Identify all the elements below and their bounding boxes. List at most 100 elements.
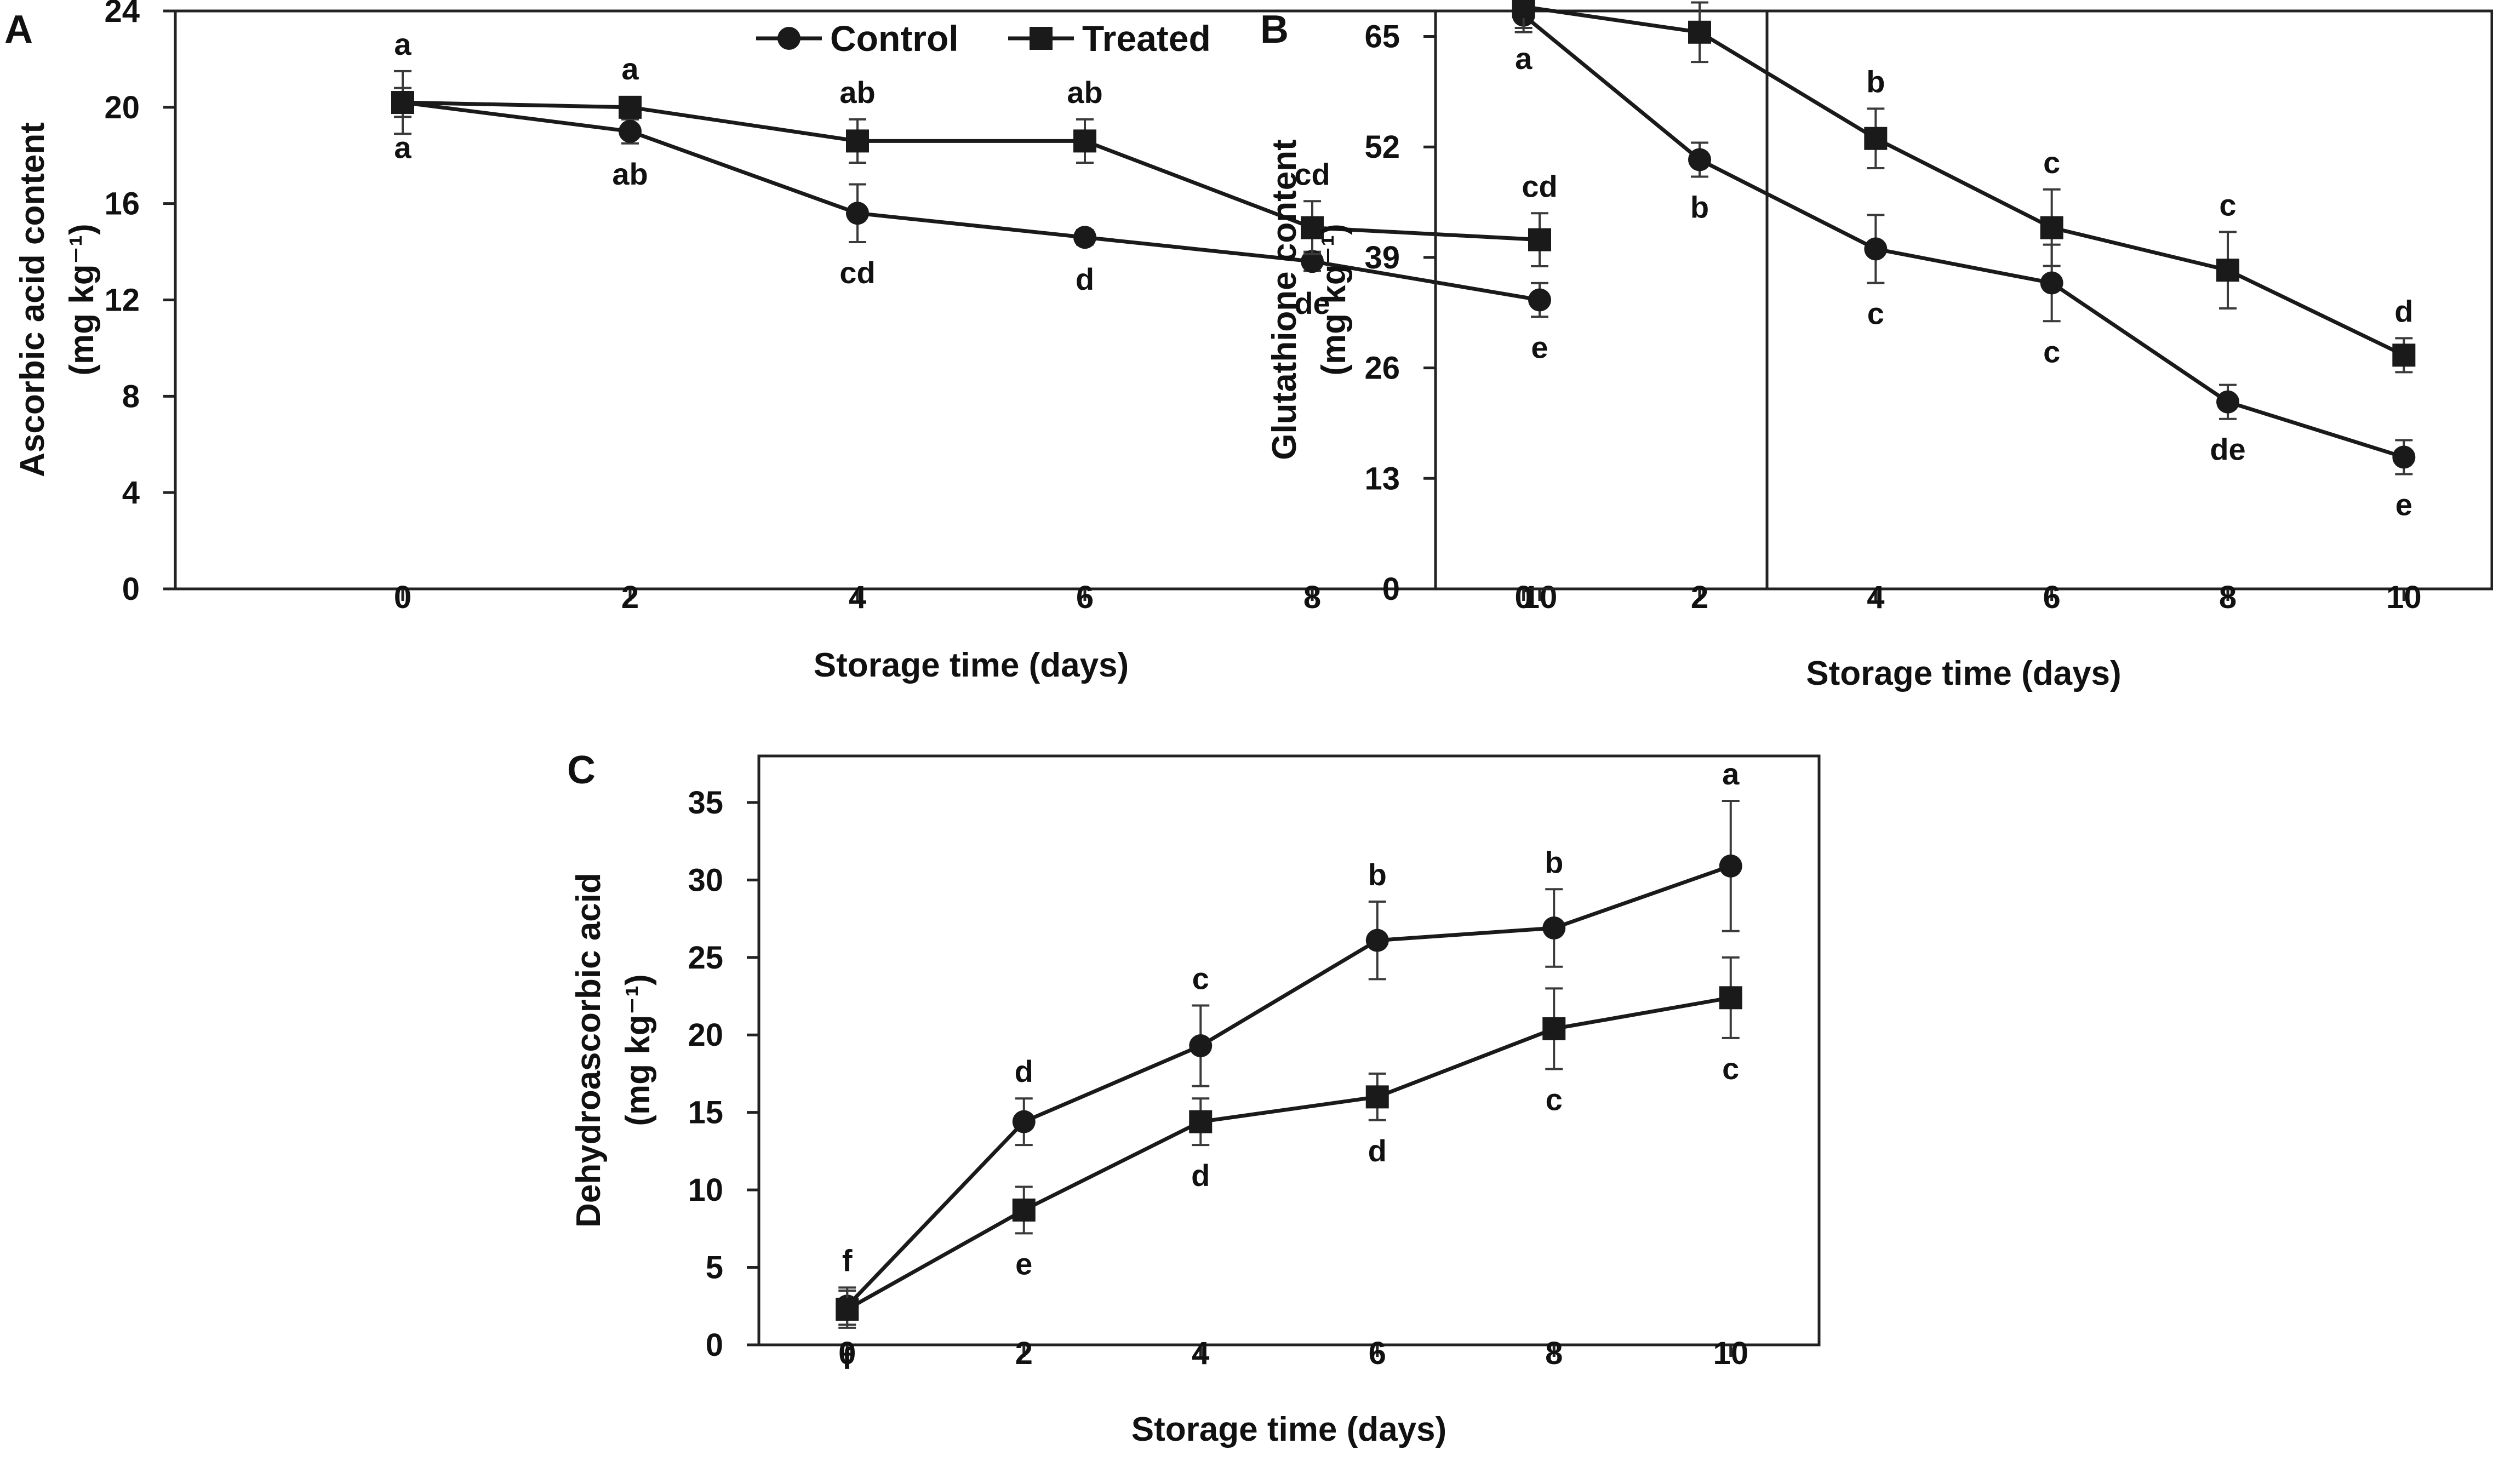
significance-letter: e	[1015, 1246, 1032, 1281]
x-axis-title: Storage time (days)	[1806, 655, 2121, 692]
series-line-control	[402, 100, 1540, 302]
significance-letter: c	[1867, 296, 1884, 330]
significance-letter: c	[2043, 334, 2060, 369]
series-treated: aabccd	[1512, 0, 2416, 374]
significance-letter: d	[1015, 1054, 1033, 1088]
data-point-treated	[1719, 986, 1742, 1010]
data-point-control	[1301, 250, 1324, 273]
series-treated: a a ab ab cd cd	[391, 27, 1558, 267]
significance-letter: e	[1531, 330, 1548, 364]
significance-letter: b	[1545, 845, 1563, 879]
x-tick-label: 2	[621, 580, 639, 615]
x-axis-title: Storage time (days)	[1131, 1411, 1446, 1448]
significance-letter: c	[1546, 1082, 1563, 1116]
significance-letter: cd	[839, 255, 875, 290]
significance-letter: ab	[1067, 75, 1102, 110]
series-treated: f e d d c c	[836, 956, 1742, 1376]
y-axis-unit: (mg kg⁻¹)	[1315, 224, 1353, 375]
significance-letter: c	[1722, 1051, 1739, 1086]
significance-letter: a	[621, 51, 639, 86]
significance-letter: a	[1722, 757, 1740, 791]
significance-letter: c	[2219, 187, 2236, 222]
significance-letter: f	[842, 1341, 853, 1376]
panel-label-a: A	[4, 8, 33, 51]
y-axis-title: Glutathione content	[1266, 139, 1303, 460]
data-point-control	[2392, 445, 2416, 469]
x-axis-title: Storage time (days)	[814, 646, 1129, 684]
significance-letter: cd	[1294, 157, 1330, 191]
data-point-control	[1189, 1034, 1213, 1058]
panel-label-c: C	[567, 748, 596, 792]
y-axis-title: Ascorbic acid content	[14, 122, 52, 477]
data-point-control	[846, 202, 869, 225]
legend-entry-control: Control	[830, 18, 959, 59]
significance-letter: b	[1368, 857, 1387, 892]
y-tick-label: 52	[1364, 129, 1400, 165]
series-line-treated	[402, 100, 1540, 242]
data-point-treated	[1542, 1017, 1566, 1040]
series-line-treated	[1523, 4, 2405, 357]
y-tick-label: 4	[122, 475, 140, 511]
y-tick-label: 16	[104, 186, 140, 222]
x-tick-label: 6	[2043, 580, 2061, 615]
data-point-treated	[836, 1297, 859, 1321]
x-tick-label: 2	[1691, 580, 1708, 615]
data-point-treated	[2392, 343, 2416, 367]
significance-letter: cd	[1522, 169, 1557, 203]
x-tick-label: 6	[1076, 580, 1094, 615]
data-point-control	[2040, 271, 2063, 295]
y-tick-label: 20	[104, 90, 140, 125]
legend-entry-treated: Treated	[1082, 18, 1211, 59]
data-point-control	[619, 119, 642, 143]
significance-letter: c	[2043, 145, 2060, 180]
significance-letter: d	[1191, 1158, 1210, 1193]
y-tick-label: 5	[706, 1250, 723, 1286]
data-point-control	[1542, 916, 1566, 940]
significance-letter: ab	[839, 75, 875, 110]
significance-letter: a	[394, 130, 411, 164]
significance-letter: f	[842, 1243, 853, 1277]
data-point-treated	[1365, 1085, 1389, 1109]
data-point-treated	[619, 95, 642, 119]
y-tick-label: 25	[688, 940, 723, 976]
significance-letter: de	[1294, 286, 1330, 320]
data-point-control	[1073, 226, 1096, 249]
x-tick-label: 2	[1015, 1336, 1033, 1371]
data-point-treated	[1073, 129, 1096, 153]
data-point-control	[1719, 854, 1742, 878]
significance-letter: d	[1368, 1133, 1387, 1168]
significance-letter: e	[2395, 488, 2412, 522]
y-tick-label: 0	[1382, 571, 1400, 607]
significance-letter: b	[1866, 64, 1885, 99]
data-point-treated	[1864, 127, 1888, 150]
x-tick-label: 10	[1522, 580, 1558, 615]
x-tick-label: 4	[849, 580, 866, 615]
y-tick-label: 12	[104, 283, 140, 318]
significance-letter: c	[1192, 961, 1209, 995]
x-tick-label: 0	[394, 580, 411, 615]
y-axis-title: Dehydroascorbic acid	[570, 873, 608, 1228]
data-point-treated	[1688, 20, 1711, 44]
x-tick-label: 8	[2219, 580, 2237, 615]
x-tick-label: 10	[2386, 580, 2422, 615]
x-tick-label: 4	[1867, 580, 1884, 615]
y-tick-label: 8	[122, 379, 140, 414]
y-axis-unit: (mg kg⁻¹)	[619, 974, 657, 1126]
x-tick-label: 0	[1515, 580, 1533, 615]
y-tick-label: 30	[688, 862, 723, 898]
y-tick-label: 0	[122, 571, 140, 607]
x-tick-label: 8	[1303, 580, 1321, 615]
y-axis-unit: (mg kg⁻¹)	[63, 224, 101, 375]
x-tick-label: 6	[1369, 1336, 1386, 1371]
y-tick-label: 10	[688, 1172, 723, 1208]
plot-frame	[757, 754, 1821, 1347]
legend-marker-treated	[1030, 27, 1053, 50]
plot-frame	[1434, 9, 2493, 591]
chart-panel-b: B 0 13 26 39 52 65 0 2 4 6 8 10 Storage time (days) Gl…	[1260, 0, 2493, 692]
y-tick-label: 0	[706, 1327, 723, 1363]
chart-panel-c: C 0 5 10 15 20 25 30 35 0 2 4 6 8 10 Storage time (days…	[567, 748, 1821, 1448]
data-point-treated	[1189, 1110, 1213, 1133]
